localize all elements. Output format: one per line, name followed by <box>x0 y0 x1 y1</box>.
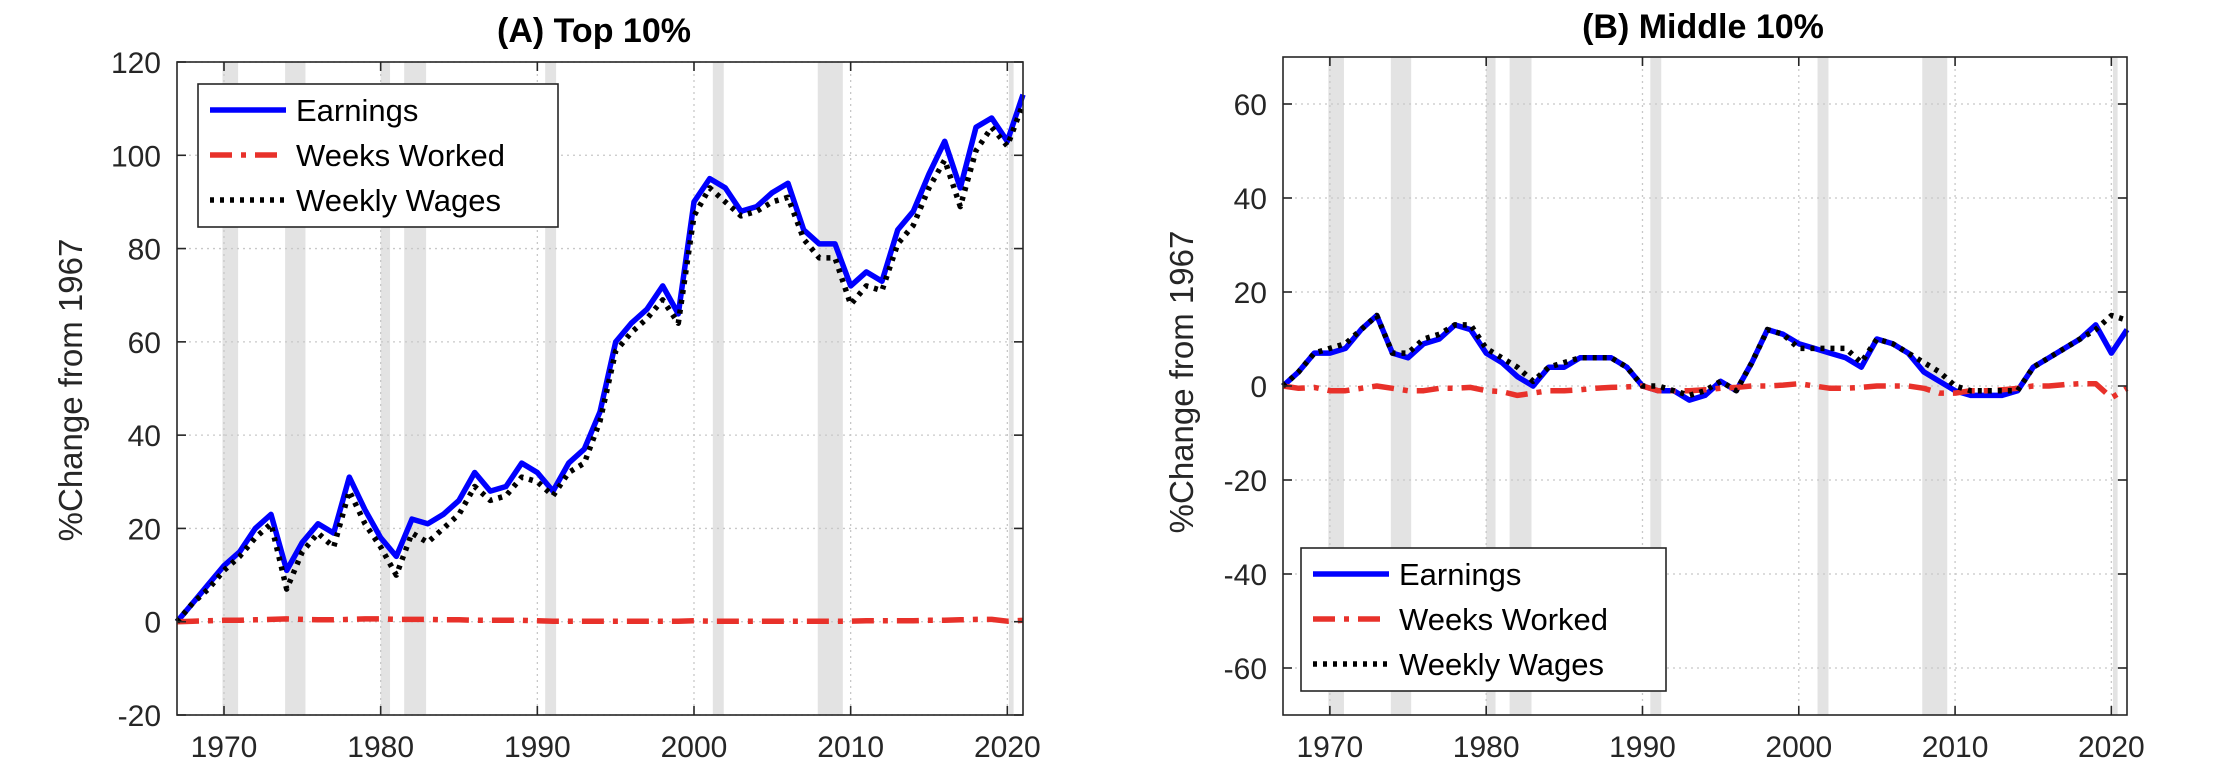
series-line-earnings <box>1281 312 2130 403</box>
legend-label: Earnings <box>296 93 418 128</box>
recession-band <box>1008 62 1014 715</box>
recession-band <box>817 62 843 715</box>
x-tick-label: 1970 <box>1297 731 1364 764</box>
series-line-weekly-wages <box>174 103 1026 624</box>
axes-frame <box>176 61 1024 716</box>
series-line-weeks-worked <box>176 616 1024 625</box>
y-tick-label: 40 <box>128 420 161 453</box>
y-tick-label: -20 <box>118 700 161 733</box>
y-tick-label: 0 <box>1250 371 1267 404</box>
x-tick-label: 1990 <box>1609 731 1676 764</box>
y-tick-label: 20 <box>128 513 161 546</box>
panel-title: (B) Middle 10% <box>1582 8 1824 46</box>
x-tick-label: 2010 <box>1922 731 1989 764</box>
recession-band <box>712 62 724 715</box>
y-tick-label: 20 <box>1234 277 1267 310</box>
y-tick-label: -40 <box>1224 559 1267 592</box>
recession-band <box>380 62 391 715</box>
recession-band <box>1486 57 1496 715</box>
y-tick-label: 60 <box>128 327 161 360</box>
legend-label: Weekly Wages <box>296 183 501 218</box>
legend-label: Earnings <box>1399 557 1521 592</box>
panel-middle-10: (B) Middle 10% %Change from 1967 1970 198… <box>1163 8 2145 764</box>
y-tick-label: 60 <box>1234 89 1267 122</box>
y-tick-label: 0 <box>144 607 161 640</box>
x-tick-label: 1970 <box>191 731 258 764</box>
y-tick-label: 120 <box>111 47 161 80</box>
x-tick-label: 2000 <box>1765 731 1832 764</box>
series-line-weeks-worked <box>1282 380 2129 401</box>
x-tick-label: 2020 <box>2078 731 2145 764</box>
legend-label: Weekly Wages <box>1399 647 1604 682</box>
y-tick-label: 80 <box>128 234 161 267</box>
y-tick-label: -20 <box>1224 465 1267 498</box>
recession-band <box>545 62 557 715</box>
y-tick-label: 40 <box>1234 183 1267 216</box>
y-axis-label: %Change from 1967 <box>1163 231 1200 534</box>
legend-label: Weeks Worked <box>1399 602 1608 637</box>
panel-title: (A) Top 10% <box>497 12 691 50</box>
panel-top-10: (A) Top 10% %Change from 1967 1970 1980 19… <box>52 12 1041 764</box>
x-tick-label: 2000 <box>661 731 728 764</box>
y-tick-label: -60 <box>1224 653 1267 686</box>
y-tick-label: 100 <box>111 140 161 173</box>
x-tick-label: 1990 <box>504 731 571 764</box>
x-tick-label: 1980 <box>347 731 414 764</box>
recession-band <box>2112 57 2118 715</box>
series-line-earnings <box>174 93 1026 624</box>
y-axis-label: %Change from 1967 <box>52 239 89 542</box>
x-tick-label: 2010 <box>817 731 884 764</box>
legend-label: Weeks Worked <box>296 138 505 173</box>
x-tick-label: 2020 <box>974 731 1041 764</box>
x-tick-label: 1980 <box>1453 731 1520 764</box>
